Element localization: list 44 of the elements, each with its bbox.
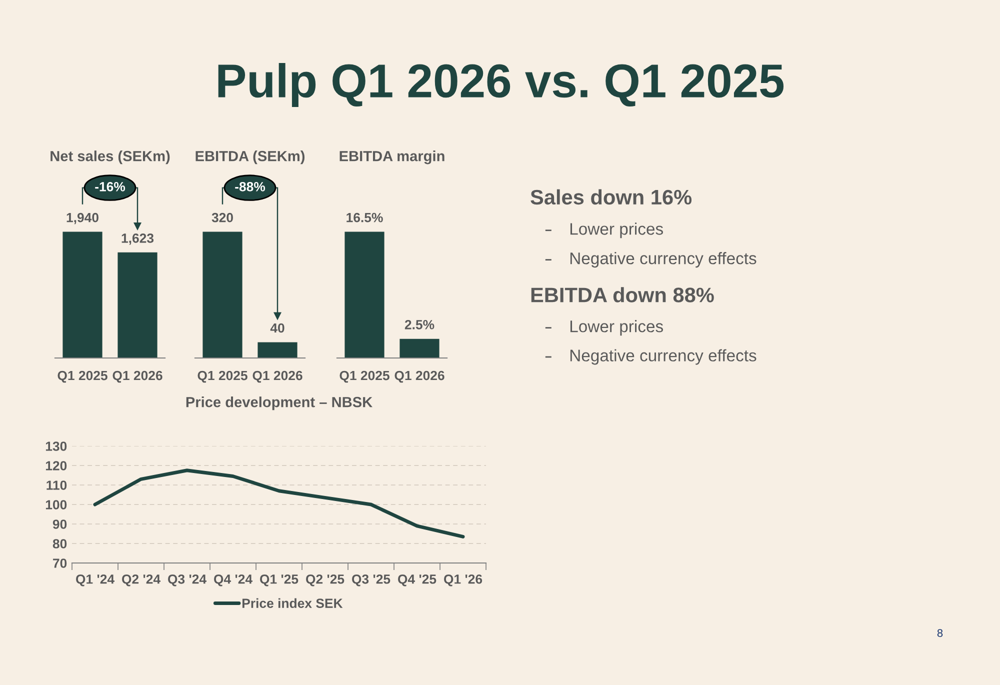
x-tick-label: Q3 '24 <box>168 574 206 586</box>
text: Negative currency effects <box>570 252 756 268</box>
x-tick-label: Q2 '24 <box>122 574 160 586</box>
x-tick-label: Q4 '24 <box>214 574 252 586</box>
x-tick-label: Q1 2025 <box>58 370 108 383</box>
x-tick-label: Q1 2025 <box>340 370 390 383</box>
x-tick-label: Q4 '25 <box>398 574 436 586</box>
x-tick-label: Q3 '25 <box>352 574 390 586</box>
text: Lower prices <box>570 222 663 238</box>
y-tick-label: 100 <box>46 500 67 510</box>
text: Lower prices <box>570 320 663 336</box>
chart-title: Price development – NBSK <box>186 396 372 410</box>
x-tick-label: Q1 2026 <box>252 370 302 383</box>
x-tick-label: Q1 '25 <box>260 574 298 586</box>
x-tick-label: Q1 '24 <box>76 574 114 586</box>
text: Negative currency effects <box>570 349 756 365</box>
data-label: 40 <box>270 323 284 333</box>
x-tick-label: Q1 '26 <box>444 574 482 586</box>
text: Pulp Q1 2026 vs. Q1 2025 <box>218 62 784 108</box>
chart-title: EBITDA margin <box>340 150 444 164</box>
text: EBITDA down 88% <box>531 287 714 302</box>
x-tick-label: Q2 '25 <box>306 574 344 586</box>
chart-title: Net sales (SEKm) <box>50 150 170 164</box>
y-tick-label: 120 <box>46 461 67 470</box>
data-label: 16.5% <box>346 212 383 222</box>
data-label: 1,940 <box>66 212 98 224</box>
data-label: 2.5% <box>404 320 434 330</box>
data-label: 320 <box>212 212 233 222</box>
chart-title: EBITDA (SEKm) <box>196 150 304 164</box>
y-tick-label: 110 <box>46 480 67 490</box>
y-tick-label: 70 <box>53 558 67 568</box>
text: -88% <box>235 182 266 192</box>
x-tick-label: Q1 2026 <box>112 370 162 383</box>
y-tick-label: 130 <box>46 442 67 451</box>
y-tick-label: 80 <box>52 539 67 548</box>
x-tick-label: Q1 2026 <box>394 370 444 383</box>
data-label: 1,623 <box>122 234 154 245</box>
text: Sales down 16% <box>530 189 692 205</box>
x-tick-label: Q1 2025 <box>198 370 248 383</box>
text: 8 <box>937 629 943 637</box>
line-series <box>93 468 465 538</box>
y-tick-label: 90 <box>52 520 67 529</box>
text: -16% <box>95 182 126 192</box>
legend-label: Price index SEK <box>242 598 343 608</box>
